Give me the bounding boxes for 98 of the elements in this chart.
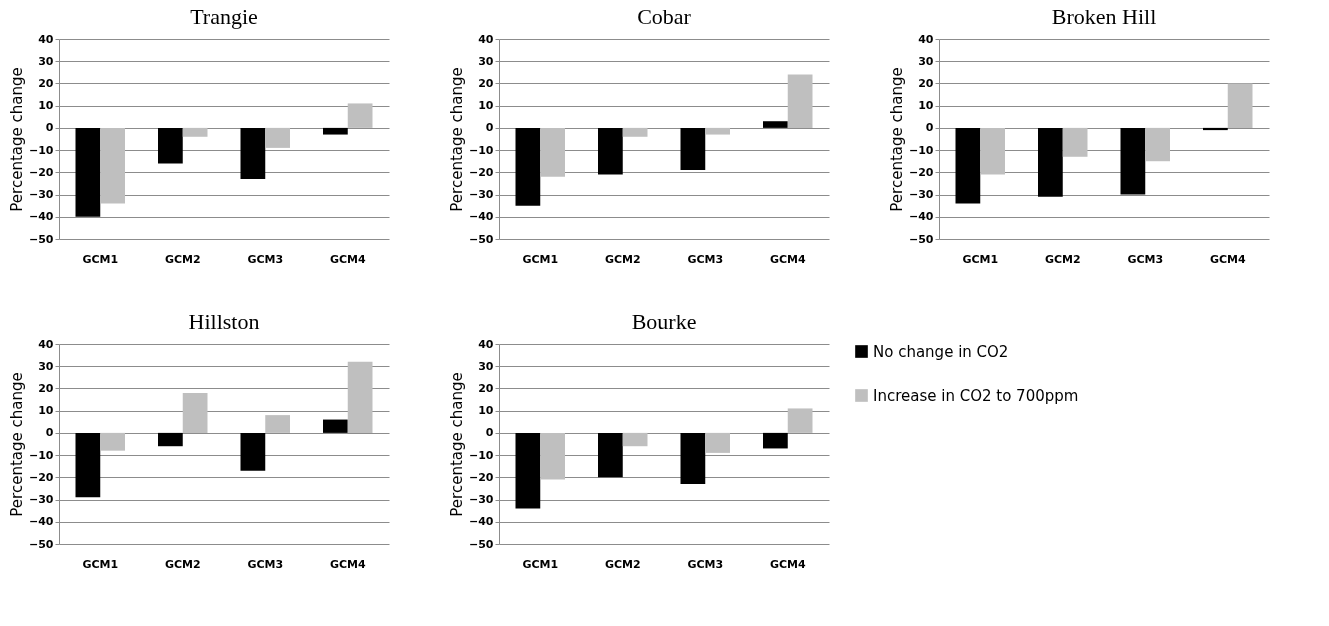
y-tick-label: 10 — [478, 404, 494, 418]
y-tick-label: −10 — [468, 143, 494, 157]
y-tick-label: −50 — [28, 232, 54, 246]
bar — [75, 432, 101, 498]
y-tick-label: 30 — [38, 54, 54, 68]
y-tick-label: 20 — [478, 76, 494, 90]
chart-title: Cobar — [637, 4, 692, 29]
x-tick-label: GCM2 — [604, 557, 641, 571]
y-tick-label: 40 — [478, 337, 494, 351]
chart-title: Hillston — [188, 309, 260, 334]
bar — [787, 74, 813, 128]
y-tick-label: 30 — [918, 54, 934, 68]
y-axis-title: Percentage change — [7, 67, 26, 212]
y-tick-label: 40 — [478, 32, 494, 46]
y-tick-label: −20 — [468, 165, 494, 179]
y-tick-label: −30 — [28, 188, 54, 202]
y-tick-label: 0 — [45, 426, 54, 440]
y-tick-label: −30 — [908, 188, 934, 202]
y-tick-label: 0 — [485, 426, 494, 440]
x-tick-label: GCM1 — [962, 252, 999, 266]
x-tick-label: GCM4 — [769, 557, 806, 571]
y-axis-title: Percentage change — [7, 372, 26, 517]
y-tick-label: −10 — [468, 448, 494, 462]
y-tick-label: −40 — [468, 515, 494, 529]
x-tick-label: GCM3 — [247, 557, 284, 571]
x-tick-label: GCM4 — [329, 252, 366, 266]
y-tick-label: −10 — [28, 143, 54, 157]
bar — [540, 127, 565, 177]
bar — [158, 432, 183, 447]
chart-title: Broken Hill — [1051, 4, 1157, 29]
y-tick-label: −50 — [468, 537, 494, 551]
legend-label: No change in CO2 — [873, 342, 1009, 361]
y-tick-label: 30 — [38, 359, 54, 373]
x-tick-label: GCM3 — [687, 557, 724, 571]
y-tick-label: 40 — [918, 32, 934, 46]
bar — [347, 361, 373, 433]
y-axis-title: Percentage change — [447, 372, 466, 517]
x-tick-label: GCM4 — [769, 252, 806, 266]
y-tick-label: −40 — [28, 515, 54, 529]
bar — [323, 419, 348, 433]
y-tick-label: 40 — [38, 337, 54, 351]
x-tick-label: GCM2 — [1044, 252, 1081, 266]
legend-label: Increase in CO2 to 700ppm — [873, 386, 1079, 405]
y-tick-label: −30 — [468, 188, 494, 202]
y-tick-label: −30 — [28, 493, 54, 507]
bar — [680, 127, 706, 171]
bar — [265, 415, 290, 433]
y-tick-label: 40 — [38, 32, 54, 46]
y-tick-label: 30 — [478, 359, 494, 373]
y-tick-label: −50 — [28, 537, 54, 551]
y-tick-label: 10 — [38, 404, 54, 418]
x-tick-label: GCM1 — [82, 557, 119, 571]
y-axis-title: Percentage change — [447, 67, 466, 212]
y-tick-label: 20 — [918, 76, 934, 90]
chart-title: Bourke — [631, 309, 697, 334]
y-tick-label: 20 — [38, 381, 54, 395]
x-tick-label: GCM1 — [522, 252, 559, 266]
bar — [100, 432, 125, 451]
y-tick-label: −20 — [28, 470, 54, 484]
bar — [598, 127, 623, 175]
x-tick-label: GCM4 — [1209, 252, 1246, 266]
y-tick-label: −40 — [908, 210, 934, 224]
y-tick-label: 0 — [485, 121, 494, 135]
y-tick-label: −50 — [468, 232, 494, 246]
y-tick-label: −20 — [908, 165, 934, 179]
y-tick-label: −10 — [28, 448, 54, 462]
x-tick-label: GCM3 — [687, 252, 724, 266]
x-tick-label: GCM2 — [164, 557, 201, 571]
y-tick-label: 10 — [38, 99, 54, 113]
y-tick-label: 30 — [478, 54, 494, 68]
y-tick-label: −20 — [468, 470, 494, 484]
y-tick-label: 10 — [918, 99, 934, 113]
x-tick-label: GCM1 — [82, 252, 119, 266]
bar — [515, 127, 541, 206]
y-tick-label: 0 — [45, 121, 54, 135]
x-tick-label: GCM2 — [164, 252, 201, 266]
bar — [622, 127, 648, 137]
y-tick-label: 10 — [478, 99, 494, 113]
y-tick-label: −10 — [908, 143, 934, 157]
x-tick-label: GCM4 — [329, 557, 366, 571]
y-tick-label: 0 — [925, 121, 934, 135]
y-tick-label: −30 — [468, 493, 494, 507]
y-tick-label: −40 — [28, 210, 54, 224]
y-tick-label: −40 — [468, 210, 494, 224]
y-tick-label: −50 — [908, 232, 934, 246]
bar — [240, 432, 266, 471]
bar — [705, 127, 730, 135]
x-tick-label: GCM2 — [604, 252, 641, 266]
bar — [763, 121, 788, 128]
y-tick-label: 20 — [38, 76, 54, 90]
bar — [182, 392, 208, 433]
y-tick-label: −20 — [28, 165, 54, 179]
x-tick-label: GCM1 — [522, 557, 559, 571]
x-tick-label: GCM3 — [247, 252, 284, 266]
chart-title: Trangie — [190, 4, 258, 29]
x-tick-label: GCM3 — [1127, 252, 1164, 266]
y-tick-label: 20 — [478, 381, 494, 395]
y-axis-title: Percentage change — [887, 67, 906, 212]
